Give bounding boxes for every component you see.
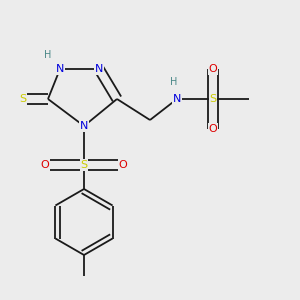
Text: O: O [208,124,217,134]
Text: S: S [209,94,217,104]
Text: S: S [80,160,88,170]
Text: O: O [40,160,50,170]
Text: S: S [19,94,26,104]
Text: O: O [118,160,127,170]
Text: H: H [44,50,52,60]
Text: O: O [208,64,217,74]
Text: H: H [170,77,178,88]
Text: N: N [95,64,103,74]
Text: N: N [80,121,88,131]
Text: N: N [173,94,181,104]
Text: N: N [56,64,64,74]
